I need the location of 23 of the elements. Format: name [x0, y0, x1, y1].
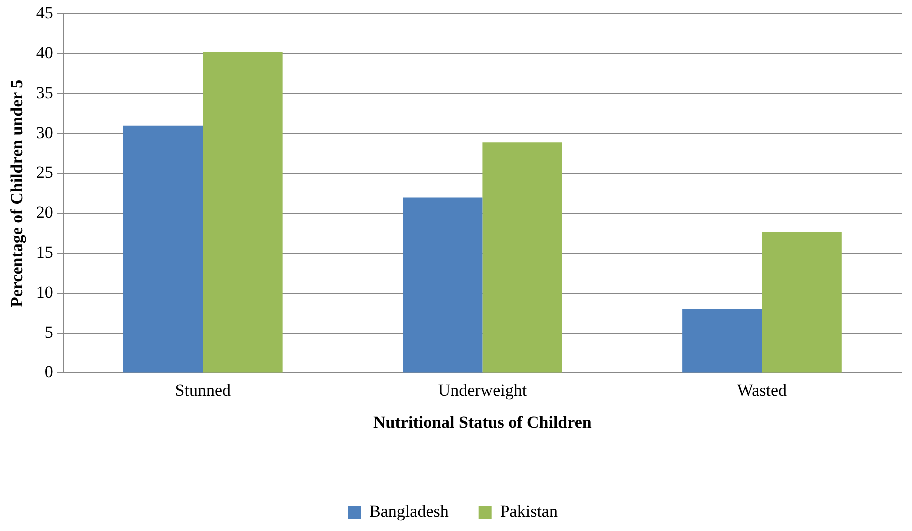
bar: [762, 232, 842, 373]
x-tick-label: Underweight: [438, 380, 528, 400]
legend-label: Bangladesh: [370, 502, 450, 521]
y-tick-label: 45: [36, 4, 54, 23]
y-axis-title: Percentage of Children under 5: [8, 80, 27, 308]
y-tick-label: 5: [44, 322, 54, 342]
bar: [482, 142, 562, 373]
x-axis-title: Nutritional Status of Children: [374, 413, 592, 432]
y-tick-label: 20: [36, 203, 54, 222]
bar: [403, 198, 483, 373]
y-tick-label: 25: [36, 163, 54, 182]
x-tick-label: Stunned: [175, 380, 232, 400]
y-tick-label: 0: [44, 362, 54, 382]
x-tick-label: Wasted: [737, 380, 788, 400]
y-tick-label: 15: [36, 243, 54, 262]
bar: [203, 52, 283, 373]
y-tick-label: 10: [36, 282, 54, 302]
y-tick-label: 40: [36, 44, 54, 63]
bar: [124, 126, 204, 373]
y-tick-label: 30: [36, 123, 54, 142]
bar: [682, 309, 762, 373]
legend-label: Pakistan: [500, 502, 558, 521]
y-tick-label: 35: [36, 83, 54, 102]
